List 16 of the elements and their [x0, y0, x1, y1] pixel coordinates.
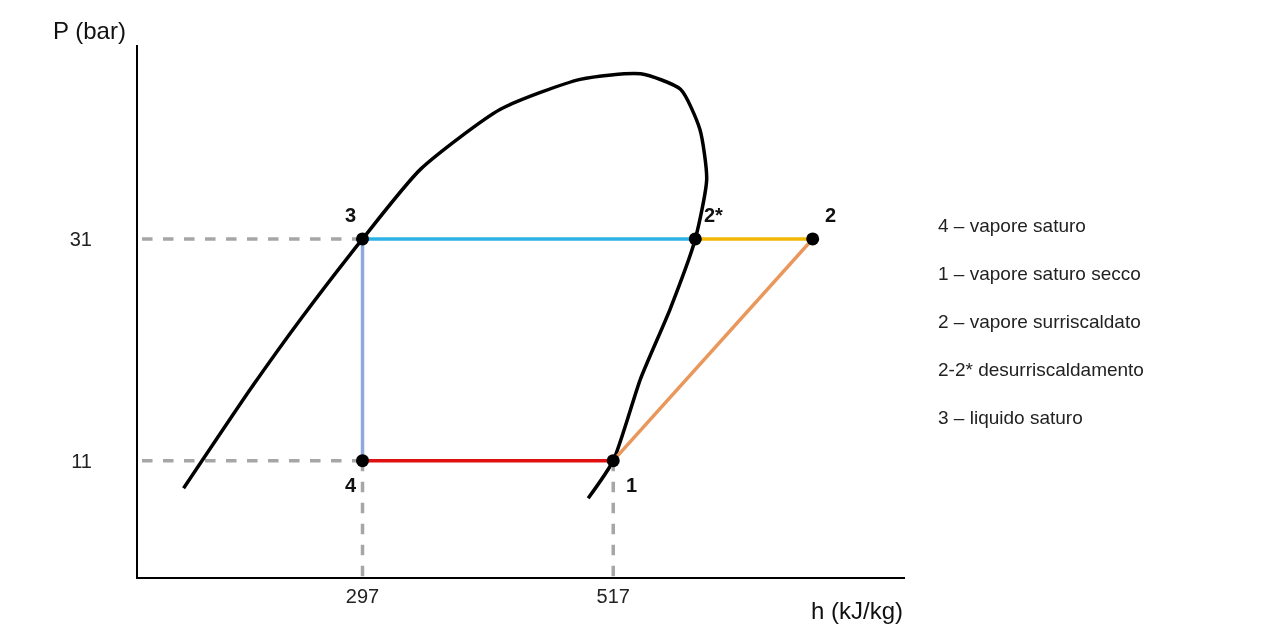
- x-tick-label: 297: [345, 585, 380, 607]
- annotation: 4: [345, 474, 357, 496]
- text: 2-2* desurriscaldamento: [938, 359, 1144, 380]
- y-tick-label: 11: [71, 449, 92, 472]
- annotation: 2: [825, 204, 837, 226]
- y-tick-label: 31: [69, 227, 92, 250]
- text: 4 – vapore saturo: [938, 215, 1086, 236]
- text: 2 – vapore surriscaldato: [938, 311, 1141, 332]
- text: 3 – liquido saturo: [938, 407, 1083, 428]
- annotation: 3: [345, 204, 357, 226]
- y-axis-title: P (bar): [53, 17, 126, 44]
- x-tick-label: 517: [596, 585, 630, 607]
- annotation: 1: [626, 474, 638, 496]
- text: 1 – vapore saturo secco: [938, 263, 1141, 284]
- x-axis-title: h (kJ/kg): [811, 597, 904, 624]
- annotation: 2*: [704, 204, 724, 226]
